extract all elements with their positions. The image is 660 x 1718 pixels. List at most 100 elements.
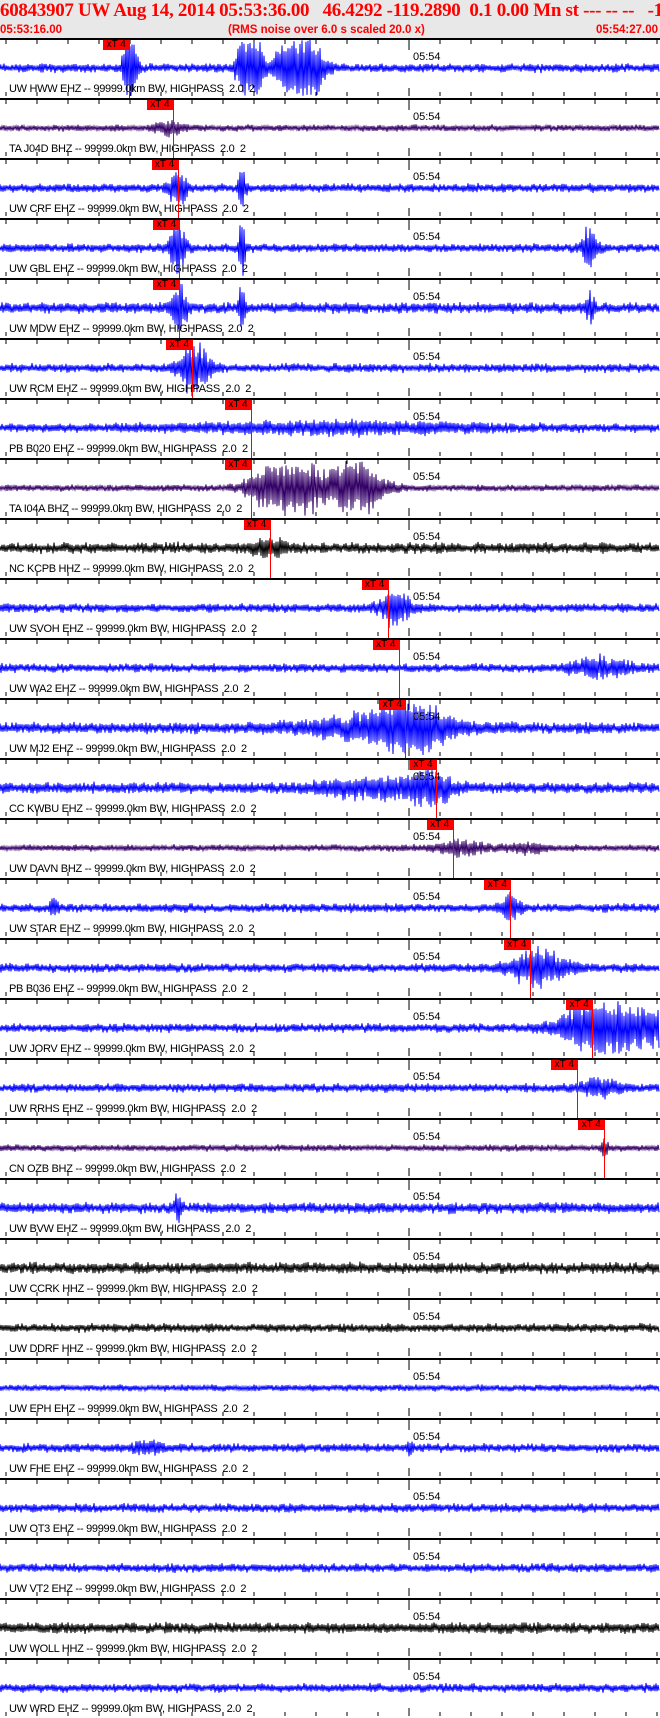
pick-line[interactable] — [250, 400, 252, 458]
pick-line[interactable] — [452, 820, 454, 878]
pick-line[interactable] — [177, 160, 179, 218]
time-mark-label: 05:54 — [413, 1251, 441, 1263]
pick-marker[interactable]: xT 4 — [146, 100, 173, 110]
trace-label: UW HWW EHZ -- 99999.0km BW, HIGHPASS 2.0… — [9, 83, 255, 95]
time-mark-label: 05:54 — [413, 1071, 441, 1083]
trace-label: UW DDRF HHZ -- 99999.0km BW, HIGHPASS 2.… — [9, 1343, 257, 1355]
pick-line[interactable] — [398, 640, 400, 698]
trace-label: UW WOLL HHZ -- 99999.0km BW, HIGHPASS 2.… — [9, 1643, 258, 1655]
time-mark-label: 05:54 — [413, 1491, 441, 1503]
waveform — [0, 880, 660, 936]
pick-line[interactable] — [577, 1060, 579, 1118]
trace-uw-jorv: 05:54 UW JORV EHZ -- 99999.0km BW, HIGHPA… — [0, 998, 660, 1058]
pick-marker[interactable]: xT 4 — [566, 1000, 593, 1010]
time-mark-label: 05:54 — [413, 231, 441, 243]
pick-marker[interactable]: xT 4 — [151, 160, 178, 170]
waveform — [0, 1660, 660, 1716]
pick-line[interactable] — [250, 460, 252, 518]
trace-uw-star: 05:54 UW STAR EHZ -- 99999.0km BW, HIGHPA… — [0, 878, 660, 938]
pick-line[interactable] — [604, 1120, 606, 1178]
waveform — [0, 1420, 660, 1476]
time-mark-label: 05:54 — [413, 1131, 441, 1143]
time-mark-label: 05:54 — [413, 531, 441, 543]
pick-marker[interactable]: xT 4 — [578, 1120, 605, 1130]
pick-line[interactable] — [192, 340, 194, 398]
time-ticks — [5, 940, 658, 996]
waveform-line — [0, 766, 660, 808]
pick-line[interactable] — [529, 940, 531, 998]
waveform — [0, 940, 660, 996]
waveform — [0, 760, 660, 816]
waveform-line — [0, 225, 660, 276]
time-mark-label: 05:54 — [413, 411, 441, 423]
trace-uw-fhe: 05:54 UW FHE EHZ -- 99999.0km BW, HIGHPAS… — [0, 1418, 660, 1478]
waveform-line — [0, 460, 660, 516]
waveform — [0, 700, 660, 756]
pick-line[interactable] — [179, 280, 181, 338]
pick-line[interactable] — [405, 700, 407, 758]
time-mark-label: 05:54 — [413, 591, 441, 603]
time-ticks — [5, 1180, 658, 1236]
trace-label: NC KCPB HHZ -- 99999.0km BW, HIGHPASS 2.… — [9, 563, 254, 575]
pick-marker[interactable]: xT 4 — [409, 760, 436, 770]
time-mark-label: 05:54 — [413, 651, 441, 663]
trace-label: UW JORV EHZ -- 99999.0km BW, HIGHPASS 2.… — [9, 1043, 255, 1055]
time-ticks — [5, 880, 658, 936]
pick-line[interactable] — [387, 580, 389, 638]
trace-uw-ccrk: 05:54 UW CCRK HHZ -- 99999.0km BW, HIGHPA… — [0, 1238, 660, 1298]
waveform — [0, 580, 660, 636]
trace-label: UW STAR EHZ -- 99999.0km BW, HIGHPASS 2.… — [9, 923, 255, 935]
time-ticks — [5, 1360, 658, 1416]
time-ticks — [5, 700, 658, 756]
time-ticks — [5, 520, 658, 576]
pick-marker[interactable]: xT 4 — [503, 940, 530, 950]
pick-line[interactable] — [435, 760, 437, 818]
pick-line[interactable] — [510, 880, 512, 938]
pick-line[interactable] — [172, 100, 174, 158]
trace-label: UW EPH EHZ -- 99999.0km BW, HIGHPASS 2.0… — [9, 1403, 249, 1415]
trace-uw-rcm: 05:54 UW RCM EHZ -- 99999.0km BW, HIGHPAS… — [0, 338, 660, 398]
waveform — [0, 1480, 660, 1536]
pick-marker[interactable]: xT 4 — [243, 520, 270, 530]
trace-ta-j04d: 05:54 TA J04D BHZ -- 99999.0km BW, HIGHPA… — [0, 98, 660, 158]
pick-marker[interactable]: xT 4 — [426, 820, 453, 830]
pick-line[interactable] — [592, 1000, 594, 1058]
waveform-line — [0, 838, 660, 858]
trace-label: UW OT3 EHZ -- 99999.0km BW, HIGHPASS 2.0… — [9, 1523, 248, 1535]
pick-line[interactable] — [129, 40, 131, 98]
pick-line[interactable] — [179, 220, 181, 278]
waveform — [0, 520, 660, 576]
time-mark-label: 05:54 — [413, 51, 441, 63]
trace-label: UW WA2 EHZ -- 99999.0km BW, HIGHPASS 2.0… — [9, 683, 250, 695]
time-ticks — [5, 460, 658, 516]
start-time: 05:53:16.00 — [0, 24, 63, 36]
time-ticks — [5, 760, 658, 816]
waveform — [0, 820, 660, 876]
waveform-line — [0, 537, 660, 559]
trace-cc-kwbu: 05:54 CC KWBU EHZ -- 99999.0km BW, HIGHPA… — [0, 758, 660, 818]
waveform — [0, 1060, 660, 1116]
pick-marker[interactable]: xT 4 — [372, 640, 399, 650]
trace-uw-wrd: 05:54 UW WRD EHZ -- 99999.0km BW, HIGHPAS… — [0, 1658, 660, 1718]
pick-marker[interactable]: xT 4 — [166, 340, 193, 350]
trace-ta-i04a: 05:54 TA I04A BHZ -- 99999.0km BW, HIGHPA… — [0, 458, 660, 518]
pick-marker[interactable]: xT 4 — [224, 400, 251, 410]
trace-nc-kcpb: 05:54 NC KCPB HHZ -- 99999.0km BW, HIGHPA… — [0, 518, 660, 578]
pick-marker[interactable]: xT 4 — [379, 700, 406, 710]
time-ticks — [5, 580, 658, 636]
time-mark-label: 05:54 — [413, 831, 441, 843]
pick-marker[interactable]: xT 4 — [551, 1060, 578, 1070]
waveform-line — [0, 1682, 660, 1694]
pick-marker[interactable]: xT 4 — [103, 40, 130, 50]
pick-marker[interactable]: xT 4 — [224, 460, 251, 470]
time-mark-label: 05:54 — [413, 1011, 441, 1023]
pick-marker[interactable]: xT 4 — [361, 580, 388, 590]
trace-uw-wa2: 05:54 UW WA2 EHZ -- 99999.0km BW, HIGHPAS… — [0, 638, 660, 698]
waveform-line — [0, 593, 660, 629]
waveform-line — [0, 120, 660, 138]
pick-marker[interactable]: xT 4 — [484, 880, 511, 890]
pick-line[interactable] — [269, 520, 271, 578]
pick-marker[interactable]: xT 4 — [153, 280, 180, 290]
pick-marker[interactable]: xT 4 — [153, 220, 180, 230]
waveform — [0, 1240, 660, 1296]
